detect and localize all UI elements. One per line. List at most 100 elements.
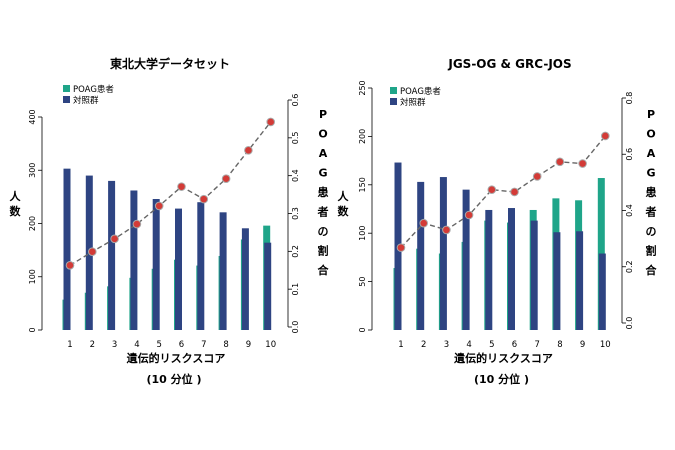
bar-control-3 bbox=[439, 177, 447, 330]
ratio-line bbox=[69, 121, 272, 266]
bar-control-1 bbox=[63, 168, 71, 330]
legend-swatch-poag bbox=[63, 85, 70, 92]
y-tick-label-300: 300 bbox=[28, 163, 37, 178]
legend-swatch-control bbox=[63, 96, 70, 103]
ratio-point-2 bbox=[88, 247, 97, 257]
chart-title: 東北大学データセット bbox=[110, 56, 230, 71]
ratio-point-5 bbox=[487, 185, 497, 194]
bar-control-2 bbox=[417, 181, 425, 330]
y-axis-label: 人数 bbox=[10, 189, 22, 218]
bar-control-7 bbox=[197, 202, 205, 330]
y-tick-label-400: 400 bbox=[28, 109, 37, 124]
y-tick-label-200: 200 bbox=[358, 129, 367, 144]
x-tick-label-7: 7 bbox=[534, 340, 539, 350]
bar-control-5 bbox=[152, 199, 160, 330]
ratio-point-8 bbox=[555, 157, 565, 167]
x-axis-label: 遺伝的リスクスコア bbox=[453, 351, 553, 365]
chart-title: JGS-OG & GRC-JOS bbox=[447, 57, 571, 71]
x-axis-sublabel: (10 分位 ) bbox=[146, 372, 201, 386]
x-tick-label-10: 10 bbox=[600, 340, 611, 350]
y2-axis-label: P O A G 患者の割合 bbox=[317, 108, 330, 277]
x-tick-label-5: 5 bbox=[489, 340, 494, 350]
bar-control-9 bbox=[576, 231, 584, 330]
ratio-point-6 bbox=[177, 182, 186, 191]
ratio-point-4 bbox=[464, 210, 474, 220]
bar-control-4 bbox=[130, 190, 138, 330]
bar-control-5 bbox=[485, 209, 493, 330]
x-tick-label-3: 3 bbox=[444, 340, 449, 350]
x-axis-sublabel: (10 分位 ) bbox=[474, 372, 529, 386]
y-tick-label-0: 0 bbox=[358, 327, 367, 332]
x-tick-label-7: 7 bbox=[201, 340, 206, 350]
bar-control-6 bbox=[508, 208, 515, 330]
legend-label-poag: POAG患者 bbox=[400, 86, 441, 97]
bar-control-8 bbox=[553, 232, 561, 330]
y2-axis-label: P O A G 患者の割合 bbox=[645, 108, 658, 277]
x-tick-label-4: 4 bbox=[134, 340, 139, 350]
legend-label-control: 対照群 bbox=[73, 95, 99, 106]
legend-label-control: 対照群 bbox=[400, 97, 426, 108]
x-tick-label-5: 5 bbox=[156, 340, 161, 350]
y-tick-label-50: 50 bbox=[358, 277, 367, 287]
x-tick-label-1: 1 bbox=[398, 340, 403, 350]
ratio-point-4 bbox=[132, 219, 142, 229]
bar-control-8 bbox=[219, 212, 227, 330]
x-tick-label-6: 6 bbox=[512, 340, 517, 350]
ratio-point-3 bbox=[110, 234, 119, 244]
x-tick-label-3: 3 bbox=[112, 340, 117, 350]
y-tick-label-250: 250 bbox=[358, 80, 367, 95]
bar-control-10 bbox=[264, 242, 272, 330]
chart-panel-2: JGS-OG & GRC-JOS 0 50 100 150 200 250 人数 0.0 0.2 0… bbox=[338, 57, 658, 386]
x-tick-label-2: 2 bbox=[90, 340, 95, 350]
x-tick-label-8: 8 bbox=[557, 340, 562, 350]
y2-tick-label-0.8: 0.8 bbox=[625, 92, 634, 105]
y2-tick-label-0.6: 0.6 bbox=[291, 94, 300, 107]
ratio-point-2 bbox=[419, 218, 429, 228]
y2-tick-label-0.2: 0.2 bbox=[291, 245, 300, 258]
x-tick-label-9: 9 bbox=[580, 340, 585, 350]
y2-tick-label-0.6: 0.6 bbox=[625, 148, 634, 161]
x-tick-label-2: 2 bbox=[421, 340, 426, 350]
ratio-point-10 bbox=[266, 117, 276, 127]
x-tick-label-1: 1 bbox=[67, 340, 72, 350]
ratio-point-1 bbox=[396, 243, 406, 252]
x-axis-label: 遺伝的リスクスコア bbox=[126, 351, 226, 365]
bar-control-6 bbox=[175, 208, 182, 330]
legend-swatch-control bbox=[390, 98, 397, 105]
ratio-point-9 bbox=[578, 159, 587, 168]
ratio-point-7 bbox=[532, 172, 542, 181]
bar-control-4 bbox=[462, 189, 470, 330]
y2-tick-label-0.0: 0.0 bbox=[625, 317, 634, 330]
y-tick-label-150: 150 bbox=[358, 177, 367, 192]
y-tick-label-200: 200 bbox=[28, 216, 37, 231]
ratio-point-7 bbox=[199, 194, 209, 204]
x-tick-label-6: 6 bbox=[179, 340, 184, 350]
bar-control-3 bbox=[108, 180, 116, 330]
legend-label-poag: POAG患者 bbox=[73, 84, 114, 95]
y-tick-label-100: 100 bbox=[358, 226, 367, 241]
y2-tick-label-0.3: 0.3 bbox=[291, 207, 300, 220]
bar-control-7 bbox=[530, 220, 538, 330]
ratio-point-8 bbox=[221, 174, 231, 183]
x-tick-label-4: 4 bbox=[466, 340, 471, 350]
chart-panel-1: 東北大学データセット 0 100 200 300 400 人数 0.0 0.1 0.2 0.3 0.4… bbox=[10, 56, 330, 386]
ratio-point-6 bbox=[510, 187, 519, 197]
y2-tick-label-0.2: 0.2 bbox=[625, 260, 634, 273]
bar-control-9 bbox=[241, 228, 249, 330]
y2-tick-label-0.1: 0.1 bbox=[291, 283, 300, 296]
y2-tick-label-0.0: 0.0 bbox=[291, 321, 300, 334]
x-tick-label-10: 10 bbox=[265, 340, 276, 350]
ratio-point-9 bbox=[244, 146, 253, 155]
bar-control-10 bbox=[598, 253, 606, 330]
y2-tick-label-0.5: 0.5 bbox=[291, 131, 300, 144]
legend-swatch-poag bbox=[390, 87, 397, 94]
y-tick-label-100: 100 bbox=[28, 269, 37, 284]
y2-tick-label-0.4: 0.4 bbox=[291, 169, 300, 182]
ratio-point-1 bbox=[65, 261, 75, 270]
ratio-point-5 bbox=[154, 201, 164, 211]
y2-tick-label-0.4: 0.4 bbox=[625, 204, 634, 217]
ratio-point-10 bbox=[601, 131, 610, 141]
y-tick-label-0: 0 bbox=[28, 327, 37, 332]
x-tick-label-9: 9 bbox=[246, 340, 251, 350]
